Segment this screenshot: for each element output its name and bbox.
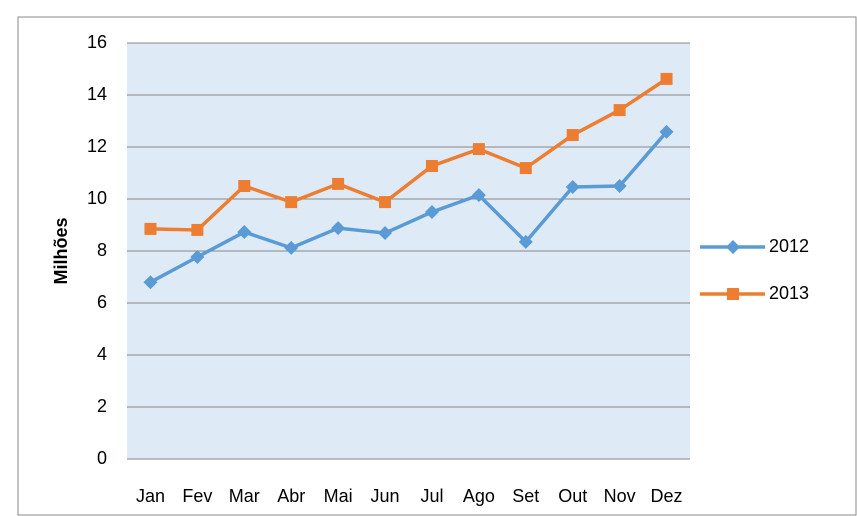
data-point [565,180,580,195]
y-tick-label: 16 [87,32,107,52]
data-point [191,223,204,236]
data-point [379,196,392,209]
x-tick-label: Jun [371,486,400,506]
y-tick-label: 12 [87,136,107,156]
x-tick-label: Dez [651,486,683,506]
data-point [613,104,626,117]
y-tick-label: 14 [87,84,107,104]
x-tick-label: Jan [136,486,165,506]
data-point [332,177,345,190]
data-point [331,221,346,236]
data-point [518,234,533,249]
y-tick-label: 8 [97,240,107,260]
y-tick-label: 4 [97,344,107,364]
data-point [144,222,157,235]
legend-label: 2013 [769,283,809,303]
legend-marker [727,288,739,300]
data-point [238,180,251,192]
y-tick-label: 10 [87,188,107,208]
data-point [566,129,579,142]
legend-marker [726,240,740,254]
data-point [425,159,438,172]
y-tick-label: 2 [97,396,107,416]
series-line [150,77,668,232]
data-point [378,226,393,241]
data-point [471,188,486,203]
data-point [237,225,252,240]
x-tick-label: Fev [182,486,212,506]
x-tick-label: Set [512,486,539,506]
x-tick-label: Abr [277,486,305,506]
series-line [149,130,668,284]
data-point [285,196,298,209]
data-point [424,205,439,219]
x-tick-label: Mar [229,486,260,506]
data-point [659,124,674,139]
data-point [284,240,299,255]
x-tick-label: Ago [463,486,495,506]
x-tick-label: Nov [604,486,636,506]
data-point [143,275,158,290]
y-tick-label: 0 [97,448,107,468]
data-point [612,179,627,193]
data-point [519,162,532,175]
x-tick-label: Jul [420,486,443,506]
x-tick-label: Mai [324,486,353,506]
legend-label: 2012 [769,236,809,256]
x-tick-label: Out [558,486,587,506]
y-tick-label: 6 [97,292,107,312]
data-point [190,249,205,264]
data-point [660,72,673,85]
y-axis-label: Milhões [51,217,71,284]
data-point [472,143,485,156]
